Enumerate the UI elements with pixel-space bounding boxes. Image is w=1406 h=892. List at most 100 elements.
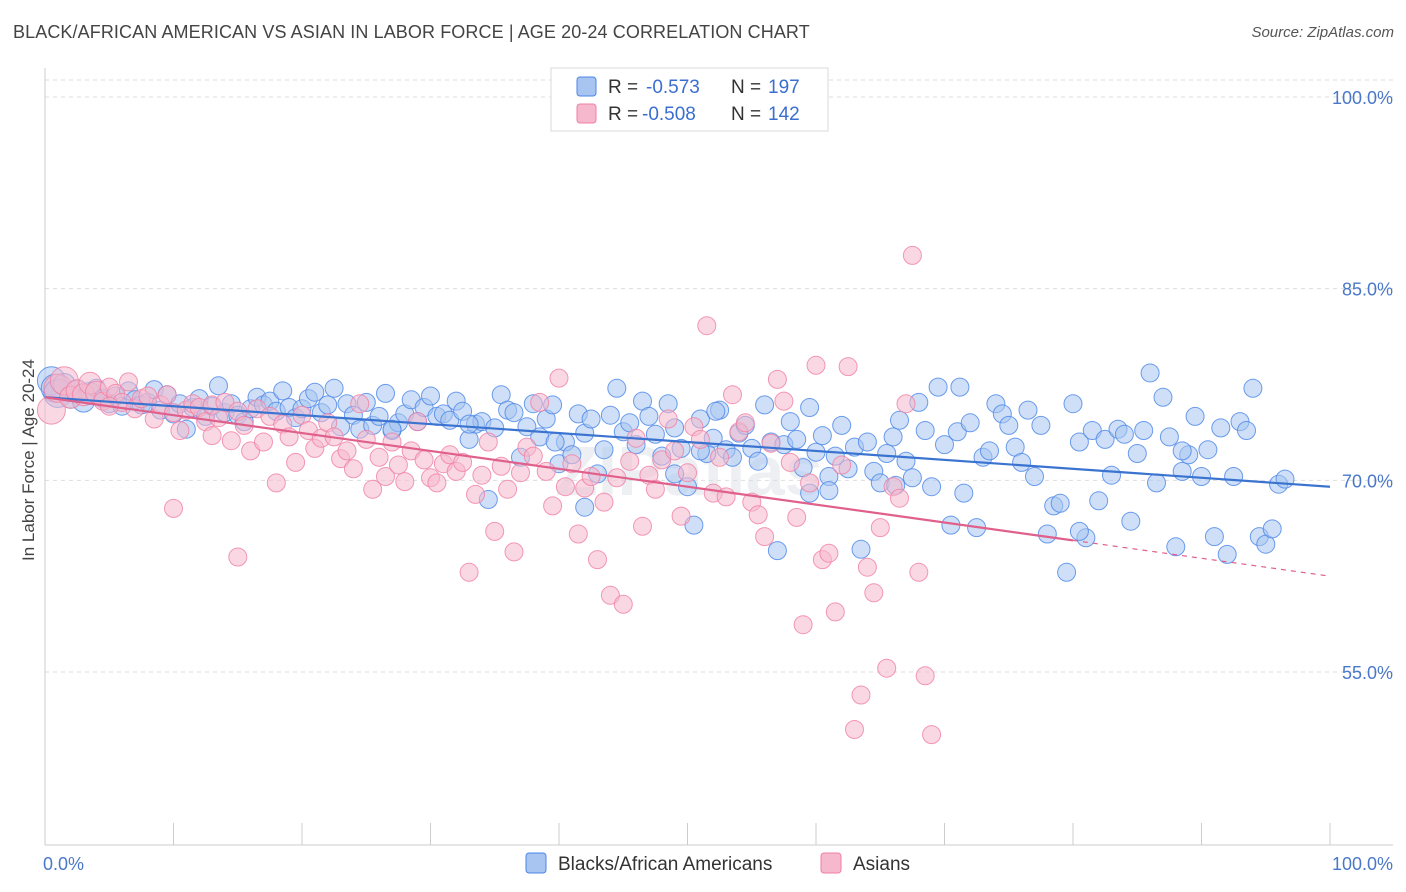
asians-point (202, 426, 222, 446)
blacks-point (1063, 394, 1083, 414)
blacks-point (1166, 537, 1186, 557)
asians-point (800, 473, 820, 493)
asians-point (774, 391, 794, 411)
asians-point (645, 479, 665, 499)
asians-point (388, 455, 408, 475)
asians-point (408, 412, 428, 432)
asians-point (555, 477, 575, 497)
blacks-point (581, 409, 601, 429)
asians-point (221, 431, 241, 451)
series-legend-label-asians: Asians (853, 854, 910, 875)
asians-point (356, 429, 376, 449)
asians-point (909, 562, 929, 582)
blacks-point (600, 405, 620, 425)
blacks-point (857, 432, 877, 452)
asians-point (466, 484, 485, 504)
asians-point (723, 385, 742, 405)
asians-point (658, 409, 678, 429)
blacks-point (1069, 521, 1089, 541)
blacks-point (1069, 432, 1089, 452)
blacks-point (832, 415, 852, 435)
asians-point (613, 594, 633, 614)
blacks-point (318, 395, 338, 415)
asians-point (877, 658, 897, 678)
asians-point (832, 455, 852, 475)
blacks-point (928, 377, 948, 397)
asians-point (343, 459, 363, 479)
blacks-point (1121, 511, 1141, 531)
blacks-point (1127, 444, 1147, 463)
asians-point (819, 543, 839, 563)
blacks-point (1012, 452, 1032, 472)
asians-point (780, 452, 800, 472)
blacks-point (594, 440, 614, 460)
asians-point (864, 583, 884, 603)
stats-legend-swatch-pink (576, 103, 597, 124)
asians-point (530, 392, 550, 412)
blacks-point (504, 403, 524, 423)
asians-point (369, 447, 389, 467)
x-tick-label-max: 100.0% (1332, 854, 1393, 874)
stats-legend: R = -0.573 N = 197 R = -0.508 N = 142 (550, 67, 829, 132)
asians-point (620, 451, 640, 471)
asians-point (838, 357, 858, 377)
asians-point (793, 615, 813, 635)
blacks-point (960, 413, 980, 433)
blacks-point (1159, 427, 1179, 447)
stats-legend-n-value-blue: 197 (768, 77, 800, 98)
asians-point (665, 441, 685, 461)
blacks-point (639, 406, 659, 426)
asians-point (478, 432, 498, 452)
asians-point (395, 472, 415, 492)
asians-point (523, 446, 543, 466)
blacks-point (812, 426, 832, 446)
stats-legend-n-value-pink: 142 (768, 104, 800, 125)
x-tick-labels: 0.0% 100.0% (43, 854, 1393, 874)
asians-point (337, 441, 357, 461)
trend-line-asians-extension (1072, 539, 1331, 577)
trend-lines (44, 396, 1331, 577)
asians-point (690, 429, 710, 449)
blacks-point (305, 382, 325, 402)
blacks-point (877, 444, 897, 463)
asians-point (671, 506, 691, 526)
blacks-point (902, 468, 922, 488)
asians-point (710, 447, 730, 467)
blacks-point (787, 429, 807, 449)
asians-point (453, 452, 473, 472)
y-tick-label: 100.0% (1332, 88, 1393, 108)
asians-point (549, 368, 569, 388)
blacks-point (1211, 418, 1231, 438)
asians-point (459, 562, 479, 582)
series-asians-points (36, 245, 942, 745)
blacks-point (545, 432, 565, 452)
blacks-point (1172, 441, 1192, 461)
asians-point (350, 394, 370, 414)
blacks-point (935, 435, 954, 455)
blacks-point (890, 410, 909, 430)
asians-point (896, 394, 916, 414)
stats-legend-box (550, 67, 829, 132)
blacks-point (273, 381, 293, 401)
asians-point (504, 542, 524, 562)
blacks-point (1057, 562, 1077, 582)
asians-point (845, 720, 864, 739)
blacks-point (1037, 524, 1057, 544)
asians-point (472, 465, 492, 485)
asians-point (922, 725, 942, 745)
blacks-point (819, 481, 839, 501)
asians-point (157, 385, 177, 405)
chart-title: BLACK/AFRICAN AMERICAN VS ASIAN IN LABOR… (13, 22, 810, 42)
stats-legend-swatch-blue (576, 76, 597, 97)
stats-legend-n-label-pink: N = (731, 104, 761, 125)
asians-point (228, 547, 248, 567)
trend-line-blacks (44, 396, 1331, 488)
stats-legend-r-value-pink: -0.508 (642, 104, 696, 125)
blacks-point (947, 422, 967, 442)
grid-lines (45, 79, 1393, 673)
asians-point (915, 666, 935, 686)
asians-point (427, 473, 447, 493)
asians-point (498, 479, 518, 499)
asians-point (902, 245, 922, 265)
